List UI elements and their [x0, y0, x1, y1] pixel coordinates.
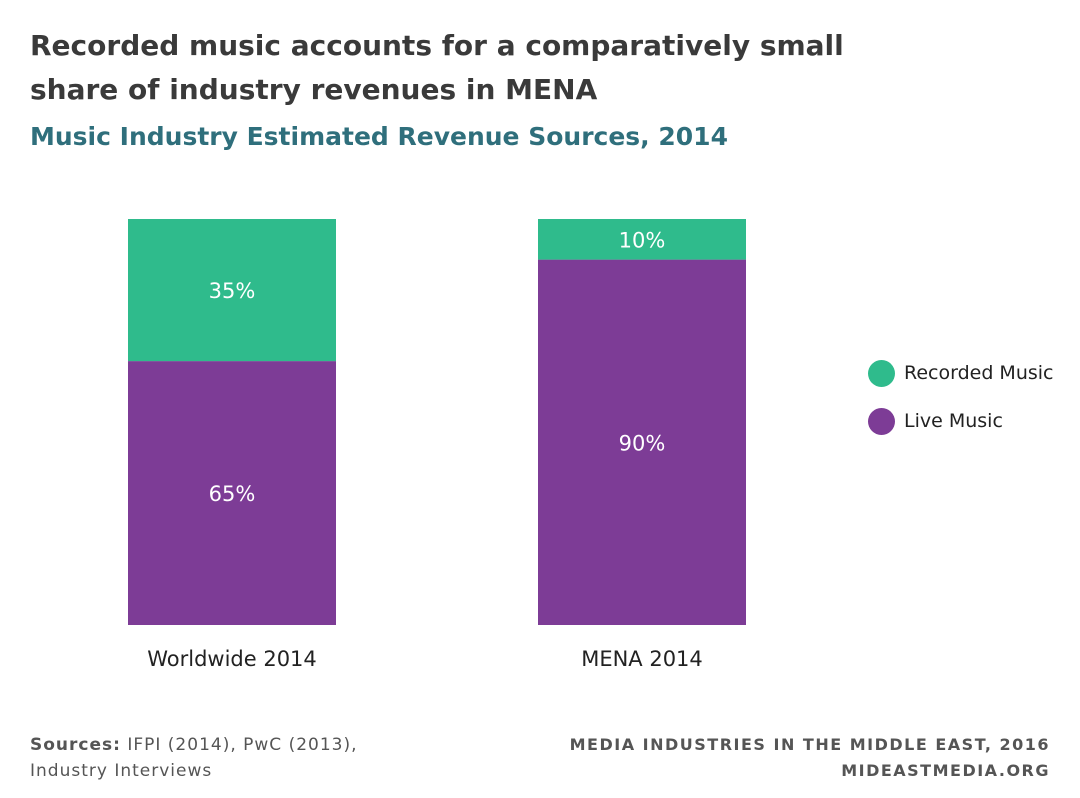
legend: Recorded Music Live Music [868, 358, 1054, 454]
legend-swatch-recorded-music [868, 359, 895, 387]
legend-label-recorded-music: Recorded Music [904, 362, 1054, 384]
credit: MEDIA INDUSTRIES IN THE MIDDLE EAST, 201… [570, 732, 1050, 784]
legend-item-recorded-music: Recorded Music [868, 358, 1054, 388]
sources-note: Sources: IFPI (2014), PwC (2013), Indust… [30, 732, 430, 784]
data-label-worldwide-2014-recorded-music: 35% [209, 279, 256, 303]
chart-title: Recorded music accounts for a comparativ… [30, 29, 844, 106]
bar-mena-2014-recorded-music [538, 219, 746, 260]
sources-text: IFPI (2014), PwC (2013), Industry Interv… [30, 735, 358, 781]
bar-worldwide-2014-recorded-music [128, 219, 336, 362]
legend-item-live-music: Live Music [868, 406, 1054, 436]
data-label-mena-2014-live-music: 90% [619, 431, 666, 455]
credit-website: MIDEASTMEDIA.ORG [841, 761, 1050, 780]
legend-label-live-music: Live Music [904, 410, 1003, 432]
credit-publication: MEDIA INDUSTRIES IN THE MIDDLE EAST, 201… [569, 735, 1050, 754]
chart-subtitle: Music Industry Estimated Revenue Sources… [30, 122, 728, 151]
bar-mena-2014-live-music [538, 259, 746, 625]
category-label-worldwide-2014: Worldwide 2014 [147, 647, 317, 671]
data-label-worldwide-2014-live-music: 65% [209, 482, 256, 506]
category-label-mena-2014: MENA 2014 [581, 647, 703, 671]
stacked-bar-chart: 65% 35% Worldwide 2014 90% 10% MENA 2014 [128, 219, 746, 671]
sources-label: Sources: [30, 735, 121, 755]
data-label-mena-2014-recorded-music: 10% [619, 228, 666, 252]
bar-worldwide-2014-live-music [128, 361, 336, 625]
legend-swatch-live-music [868, 407, 895, 435]
